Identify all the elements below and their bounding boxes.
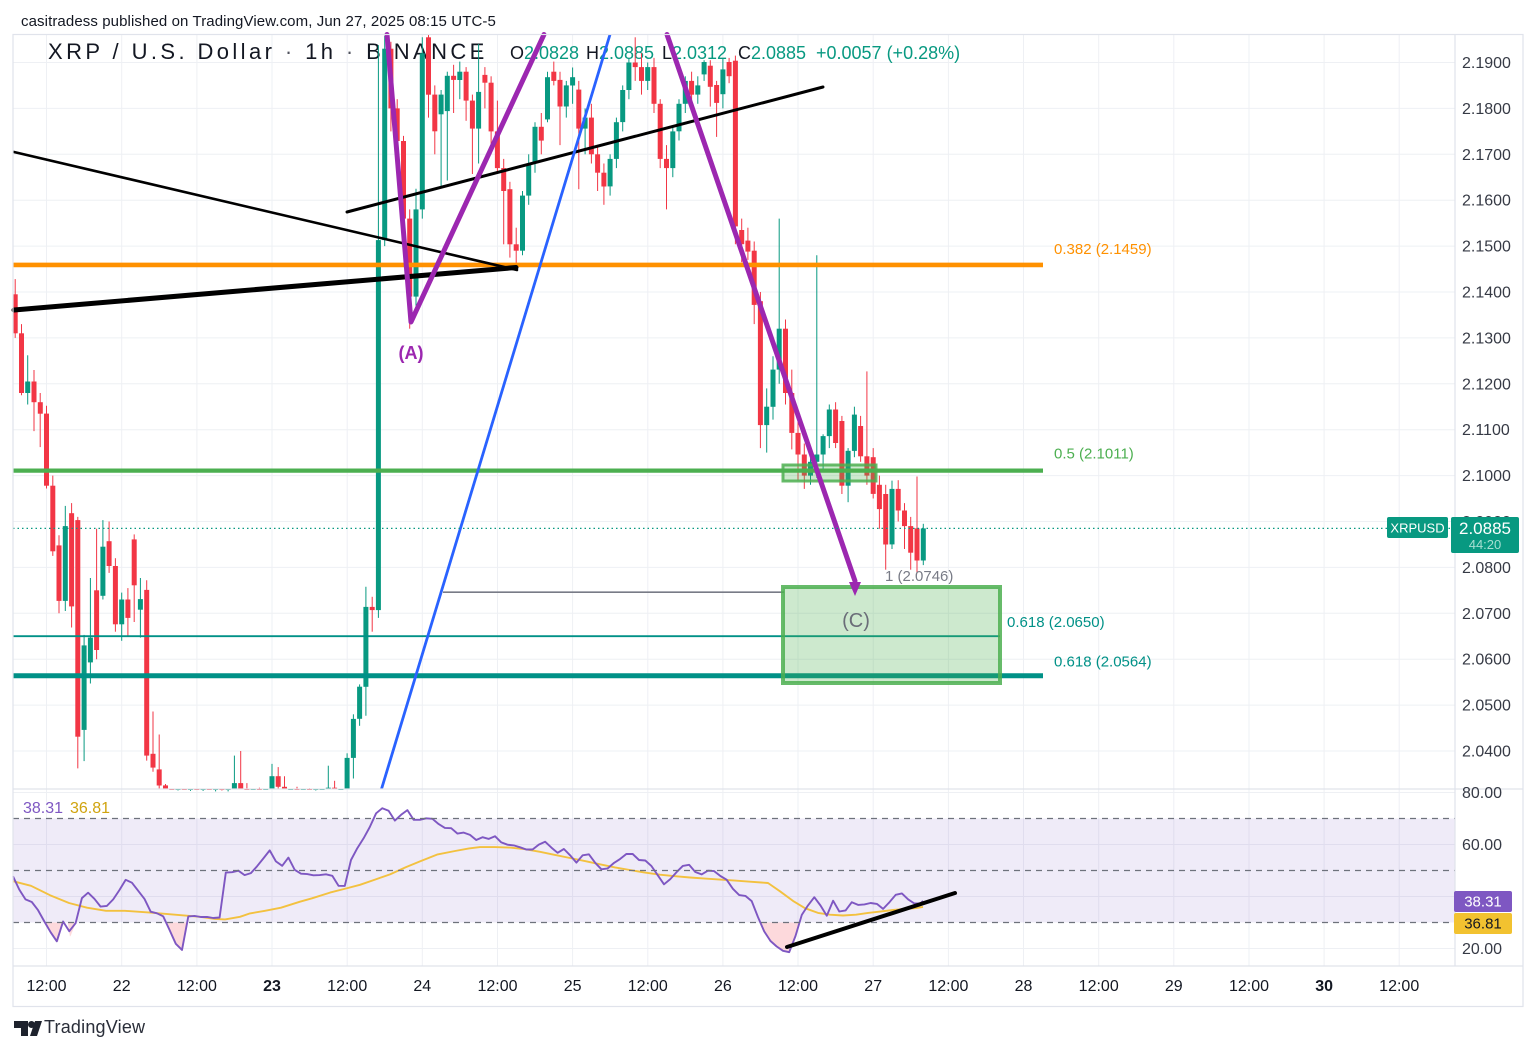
svg-text:2.1200: 2.1200: [1462, 376, 1511, 393]
svg-text:12:00: 12:00: [177, 978, 217, 995]
svg-text:12:00: 12:00: [327, 978, 367, 995]
svg-text:12:00: 12:00: [628, 978, 668, 995]
svg-text:2.1000: 2.1000: [1462, 468, 1511, 485]
svg-text:38.31: 38.31: [23, 800, 63, 817]
svg-text:2.1300: 2.1300: [1462, 330, 1511, 347]
svg-text:28: 28: [1015, 978, 1033, 995]
svg-text:2.1500: 2.1500: [1462, 239, 1511, 256]
svg-text:20.00: 20.00: [1462, 941, 1502, 958]
svg-text:80.00: 80.00: [1462, 785, 1502, 802]
svg-text:44:20: 44:20: [1469, 537, 1502, 552]
svg-text:23: 23: [263, 978, 281, 995]
svg-text:(C): (C): [842, 610, 870, 632]
svg-text:2.0600: 2.0600: [1462, 652, 1511, 669]
svg-text:12:00: 12:00: [1379, 978, 1419, 995]
svg-text:2.0800: 2.0800: [1462, 560, 1511, 577]
svg-text:0.5 (2.1011): 0.5 (2.1011): [1054, 446, 1134, 463]
svg-text:2.0500: 2.0500: [1462, 698, 1511, 715]
svg-text:29: 29: [1165, 978, 1183, 995]
svg-text:H2.0885: H2.0885: [586, 43, 654, 63]
svg-text:26: 26: [714, 978, 732, 995]
svg-text:2.1100: 2.1100: [1462, 422, 1510, 439]
svg-text:2.1800: 2.1800: [1462, 101, 1511, 118]
svg-text:30: 30: [1315, 978, 1333, 995]
svg-text:12:00: 12:00: [1229, 978, 1269, 995]
svg-text:2.0400: 2.0400: [1462, 744, 1511, 761]
svg-text:XRP / U.S. Dollar · 1h · BINAN: XRP / U.S. Dollar · 1h · BINANCE: [48, 39, 488, 64]
svg-text:0.618 (2.0564): 0.618 (2.0564): [1054, 654, 1152, 671]
svg-text:XRPUSD: XRPUSD: [1390, 521, 1444, 536]
svg-text:2.1400: 2.1400: [1462, 285, 1511, 302]
svg-text:L2.0312: L2.0312: [662, 43, 727, 63]
svg-text:27: 27: [864, 978, 882, 995]
svg-text:36.81: 36.81: [70, 800, 110, 817]
svg-text:C2.0885: C2.0885: [738, 43, 806, 63]
svg-text:(A): (A): [399, 343, 424, 363]
svg-text:2.1600: 2.1600: [1462, 193, 1511, 210]
svg-text:2.1700: 2.1700: [1462, 147, 1511, 164]
svg-text:24: 24: [413, 978, 431, 995]
svg-text:1 (2.0746): 1 (2.0746): [885, 568, 953, 585]
svg-text:O2.0828: O2.0828: [510, 43, 579, 63]
svg-text:casitradess published on Tradi: casitradess published on TradingView.com…: [21, 13, 496, 30]
svg-text:2.1900: 2.1900: [1462, 55, 1511, 72]
svg-text:22: 22: [113, 978, 131, 995]
svg-text:12:00: 12:00: [1079, 978, 1119, 995]
svg-text:12:00: 12:00: [778, 978, 818, 995]
svg-text:38.31: 38.31: [1464, 894, 1502, 911]
svg-text:TradingView: TradingView: [44, 1017, 146, 1037]
svg-text:60.00: 60.00: [1462, 837, 1502, 854]
svg-text:+0.0057 (+0.28%): +0.0057 (+0.28%): [816, 43, 960, 63]
svg-text:36.81: 36.81: [1464, 916, 1502, 933]
svg-text:2.0700: 2.0700: [1462, 606, 1511, 623]
svg-text:12:00: 12:00: [477, 978, 517, 995]
svg-text:0.382 (2.1459): 0.382 (2.1459): [1054, 241, 1152, 258]
svg-text:12:00: 12:00: [928, 978, 968, 995]
svg-text:12:00: 12:00: [26, 978, 66, 995]
svg-text:2.0885: 2.0885: [1459, 519, 1511, 538]
svg-text:0.618 (2.0650): 0.618 (2.0650): [1007, 614, 1105, 631]
svg-text:25: 25: [564, 978, 582, 995]
